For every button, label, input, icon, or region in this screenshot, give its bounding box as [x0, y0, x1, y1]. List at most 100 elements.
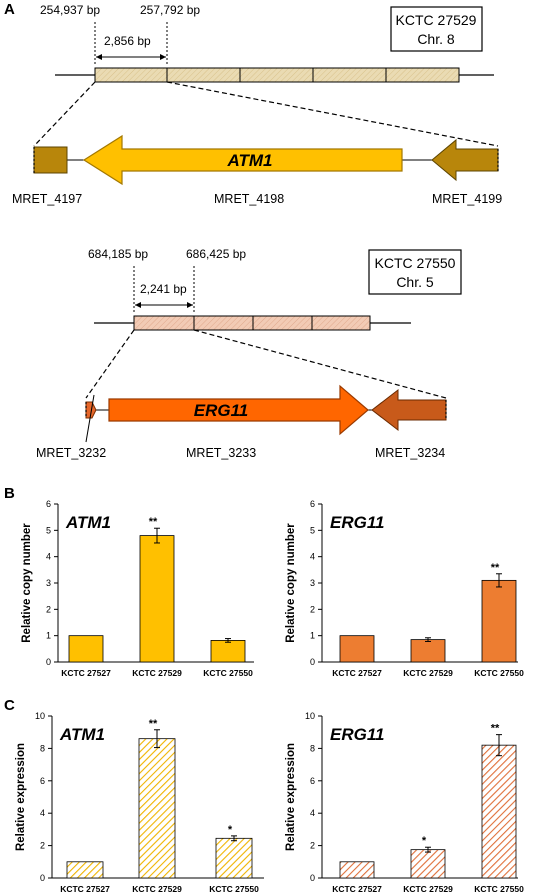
chart2-ytick-label: 3 — [310, 578, 315, 588]
chart3-bar — [215, 837, 253, 879]
locus1-chrom: Chr. 8 — [417, 31, 455, 47]
gene-mret4199-label: MRET_4199 — [432, 192, 502, 206]
chart3-bar — [66, 861, 104, 879]
locus2-length: 2,241 bp — [140, 282, 187, 296]
chart1-ytick-label: 5 — [46, 525, 51, 535]
chart1-ylabel: Relative copy number — [21, 523, 33, 643]
chart4-ytick-label: 4 — [310, 808, 315, 818]
locus1-zoom-line-right — [166, 81, 499, 147]
chart2-ylabel: Relative copy number — [285, 523, 297, 643]
chart3-xtick-label: KCTC 27529 — [132, 884, 182, 894]
chart1-ytick-label: 0 — [46, 657, 51, 667]
gene-mret3233-label: MRET_3233 — [186, 446, 256, 460]
locus2-zoom-line-right — [193, 329, 447, 399]
chart3-xtick-label: KCTC 27550 — [209, 884, 259, 894]
chart-expression-erg11: 0 2 4 6 8 10 Relative expression ERG11 KCTC 2752… — [285, 711, 524, 894]
gene-erg11-arrow — [108, 384, 369, 436]
chart4-ytick-label: 8 — [310, 743, 315, 753]
chart1-ytick-label: 3 — [46, 578, 51, 588]
chart4-bar — [481, 744, 517, 879]
chart3-ylabel: Relative expression — [15, 743, 27, 851]
chart2-bar — [410, 639, 446, 663]
panel-label-a: A — [4, 1, 15, 18]
locus2-strain-box — [368, 249, 462, 295]
chart1-bar — [210, 640, 246, 663]
locus2-span-arrow-left — [135, 302, 141, 308]
chart1-ytick-label: 1 — [46, 631, 51, 641]
chart4-bar — [339, 861, 375, 879]
locus1-length: 2,856 bp — [104, 34, 151, 48]
gene-mret4197-label: MRET_4197 — [12, 192, 82, 206]
chart1-significance: ** — [149, 516, 158, 528]
locus2-start-bp: 684,185 bp — [88, 247, 148, 261]
chart3-title: ATM1 — [59, 725, 105, 744]
chart2-bar — [339, 635, 375, 663]
chart2-significance: ** — [491, 562, 500, 574]
gene-mret3232-leader — [85, 394, 95, 443]
chart2-ytick-label: 0 — [310, 657, 315, 667]
locus1-start-bp: 254,937 bp — [40, 3, 100, 17]
chart3-ytick-label: 0 — [40, 873, 45, 883]
chart3-ytick-label: 4 — [40, 808, 45, 818]
locus2-span-arrow-right — [187, 302, 193, 308]
chart4-ytick-label: 10 — [305, 711, 315, 721]
chart4-ytick-label: 0 — [310, 873, 315, 883]
chart4-xtick-label: KCTC 27529 — [403, 884, 453, 894]
chart1-xtick-label: KCTC 27529 — [132, 668, 182, 678]
chart2-ytick-label: 6 — [310, 499, 315, 509]
gene-atm1-arrow — [82, 134, 403, 186]
chart4-xtick-label: KCTC 27527 — [332, 884, 382, 894]
chart-copy-number-atm1: 0 1 2 3 4 5 6 Relative copy number ATM1 KCTC 2752… — [21, 499, 254, 678]
chart3-ytick-label: 2 — [40, 841, 45, 851]
chart2-bar — [481, 579, 517, 663]
gene-atm1-label: ATM1 — [226, 151, 272, 170]
gene-mret3234-label: MRET_3234 — [375, 446, 445, 460]
chart1-xtick-label: KCTC 27550 — [203, 668, 253, 678]
chart2-ytick-label: 5 — [310, 525, 315, 535]
locus1-end-bp: 257,792 bp — [140, 3, 200, 17]
chart4-ytick-label: 6 — [310, 776, 315, 786]
chart-expression-atm1: 0 2 4 6 8 10 Relative expression ATM1 KCTC 27527… — [15, 711, 264, 894]
chart3-significance: ** — [149, 718, 158, 730]
chart4-ylabel: Relative expression — [285, 743, 297, 851]
chart1-xtick-label: KCTC 27527 — [61, 668, 111, 678]
chart2-ytick-label: 1 — [310, 631, 315, 641]
chart1-ytick-label: 4 — [46, 552, 51, 562]
locus2-chrom: Chr. 5 — [396, 274, 434, 290]
chart3-xtick-label: KCTC 27527 — [60, 884, 110, 894]
gene-mret3234-arrow — [371, 388, 447, 432]
chart2-xtick-label: KCTC 27550 — [474, 668, 524, 678]
gene-mret4198-label: MRET_4198 — [214, 192, 284, 206]
chart1-bar — [68, 635, 104, 663]
panel-label-b: B — [4, 485, 15, 502]
chart1-title: ATM1 — [65, 513, 111, 532]
chart4-ytick-label: 2 — [310, 841, 315, 851]
locus2-zoom-line-left — [85, 329, 135, 399]
chart3-ytick-label: 6 — [40, 776, 45, 786]
chart-copy-number-erg11: 0 1 2 3 4 5 6 Relative copy number ERG11 KCTC 275… — [285, 499, 524, 678]
gene-erg11-label: ERG11 — [194, 401, 249, 420]
chart1-bar — [139, 535, 175, 663]
chart2-xtick-label: KCTC 27529 — [403, 668, 453, 678]
chart3-ytick-label: 10 — [35, 711, 45, 721]
chart4-title: ERG11 — [330, 725, 385, 744]
gene-mret4199-arrow — [431, 138, 499, 182]
chart4-significance: * — [422, 835, 427, 847]
locus1-strain: KCTC 27529 — [396, 12, 477, 28]
locus1-span-arrow-left — [96, 54, 102, 60]
locus1-strain-box — [390, 6, 483, 52]
locus1-amplified-region — [94, 67, 460, 83]
chart3-bar — [138, 738, 176, 879]
chart2-xtick-label: KCTC 27527 — [332, 668, 382, 678]
chart1-ytick-label: 2 — [46, 604, 51, 614]
chart3-ytick-label: 8 — [40, 743, 45, 753]
chart4-bar — [410, 849, 446, 879]
locus1-zoom-line-left — [33, 81, 96, 147]
chart2-ytick-label: 4 — [310, 552, 315, 562]
chart4-significance: ** — [491, 723, 500, 735]
chart4-xtick-label: KCTC 27550 — [474, 884, 524, 894]
chart3-significance: * — [228, 824, 233, 836]
chart2-ytick-label: 2 — [310, 604, 315, 614]
locus2-amplified-region — [133, 315, 371, 331]
